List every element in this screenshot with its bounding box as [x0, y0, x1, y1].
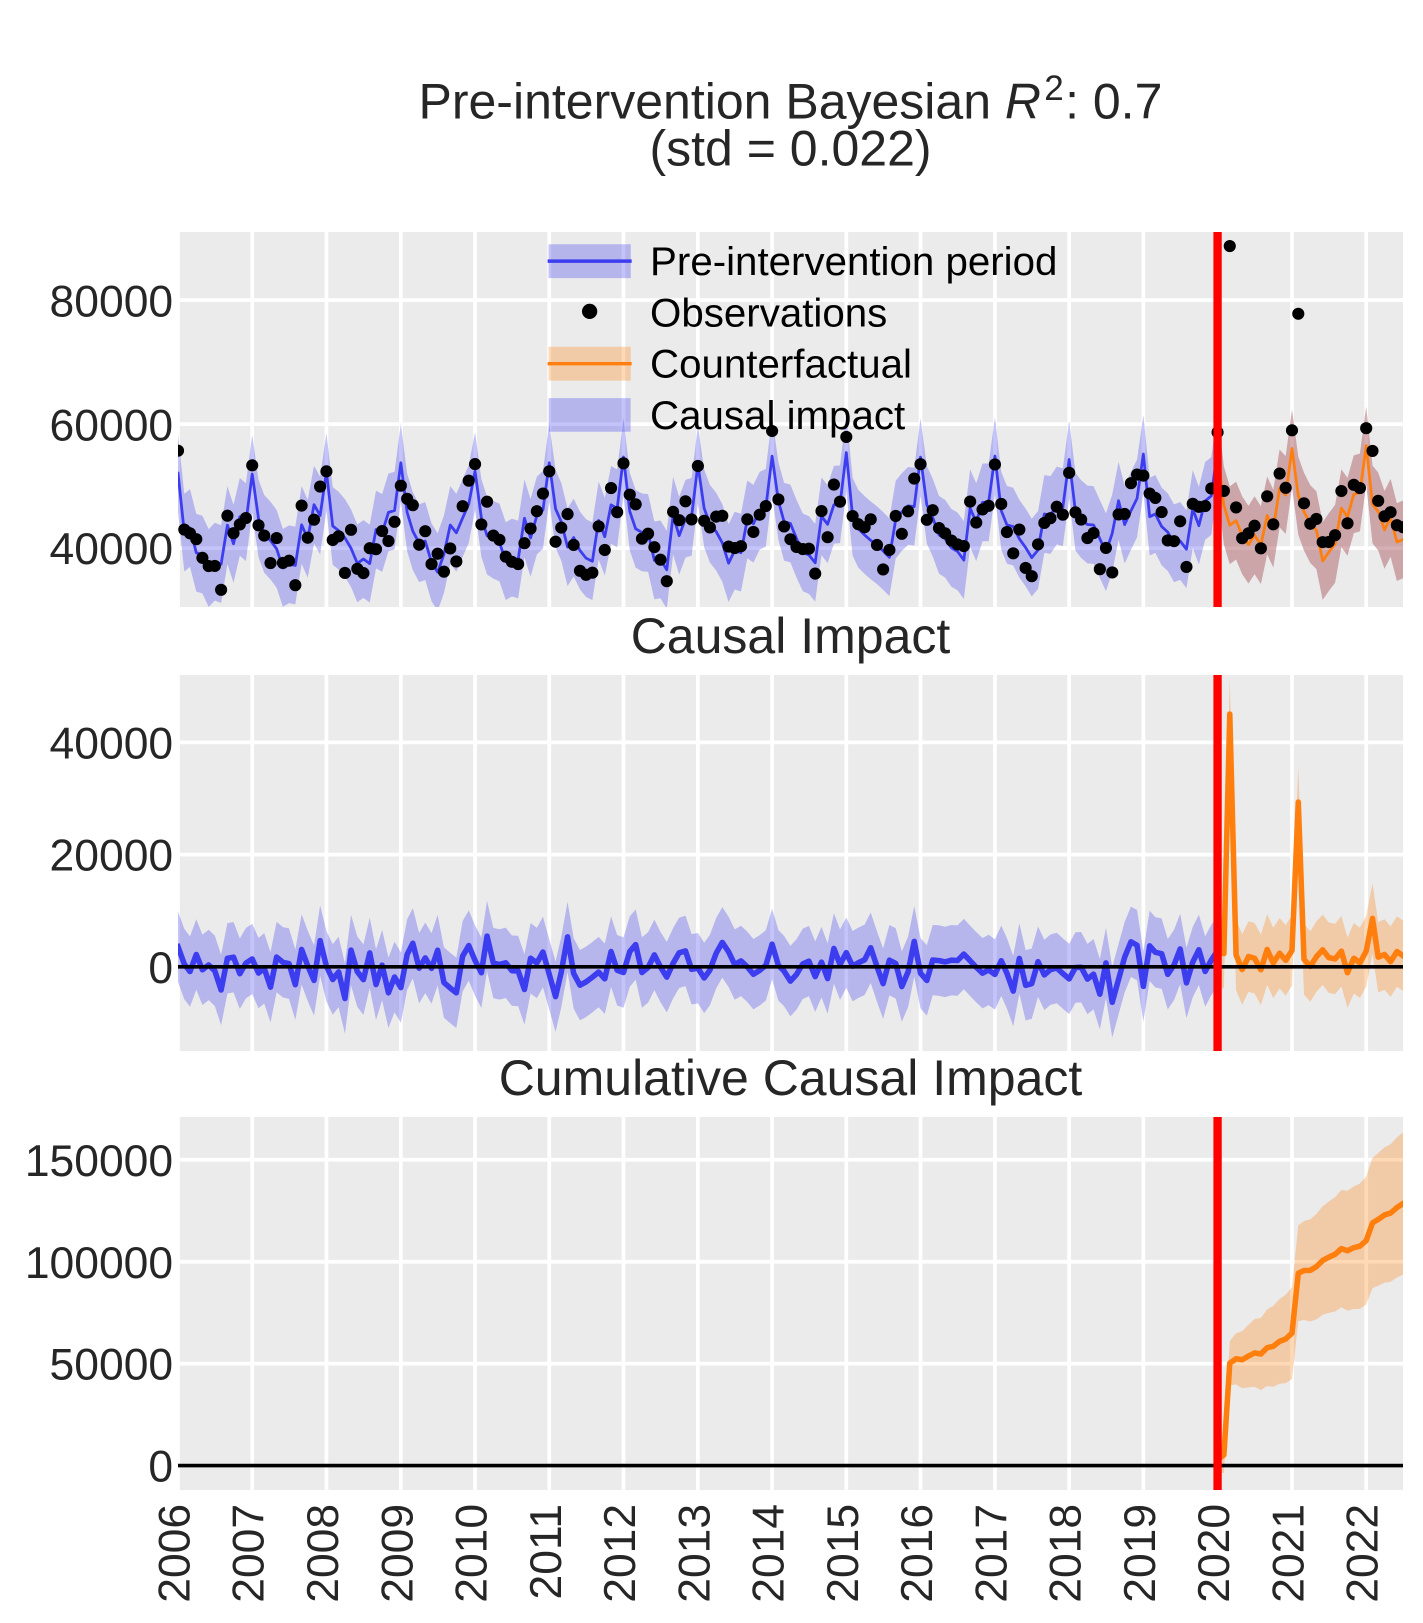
svg-text:150000: 150000 [25, 1137, 173, 1186]
svg-text:2008: 2008 [299, 1504, 348, 1603]
svg-text:2007: 2007 [225, 1504, 274, 1603]
svg-text:2011: 2011 [522, 1504, 571, 1600]
svg-text:Pre-intervention period: Pre-intervention period [650, 239, 1057, 284]
svg-text:Cumulative Causal Impact: Cumulative Causal Impact [499, 1050, 1083, 1106]
svg-text:2021: 2021 [1264, 1504, 1313, 1603]
svg-text:2019: 2019 [1116, 1504, 1165, 1603]
svg-text:2018: 2018 [1042, 1504, 1091, 1603]
svg-text:50000: 50000 [50, 1341, 174, 1390]
svg-text:2010: 2010 [448, 1504, 497, 1603]
svg-text:2015: 2015 [819, 1504, 868, 1603]
svg-text:40000: 40000 [50, 719, 174, 768]
svg-text:100000: 100000 [25, 1239, 173, 1288]
svg-text:2020: 2020 [1190, 1504, 1239, 1603]
svg-text:Causal impact: Causal impact [650, 393, 905, 438]
svg-text:Observations: Observations [650, 290, 887, 335]
svg-text:40000: 40000 [50, 525, 174, 574]
svg-text:2013: 2013 [670, 1504, 719, 1603]
svg-text:Causal Impact: Causal Impact [631, 608, 951, 664]
svg-text:2016: 2016 [893, 1504, 942, 1603]
svg-text:2017: 2017 [967, 1504, 1016, 1603]
svg-text:60000: 60000 [50, 401, 174, 450]
svg-text:0: 0 [148, 1443, 173, 1492]
svg-text:20000: 20000 [50, 832, 174, 881]
svg-text:2022: 2022 [1339, 1504, 1388, 1603]
svg-text:(std = 0.022): (std = 0.022) [649, 120, 931, 176]
svg-text:Counterfactual: Counterfactual [650, 342, 912, 387]
svg-text:2009: 2009 [373, 1504, 422, 1603]
svg-text:2012: 2012 [596, 1504, 645, 1603]
svg-text:0: 0 [148, 944, 173, 993]
svg-text:2014: 2014 [745, 1504, 794, 1603]
svg-text:2006: 2006 [150, 1504, 199, 1603]
svg-text:80000: 80000 [50, 277, 174, 326]
